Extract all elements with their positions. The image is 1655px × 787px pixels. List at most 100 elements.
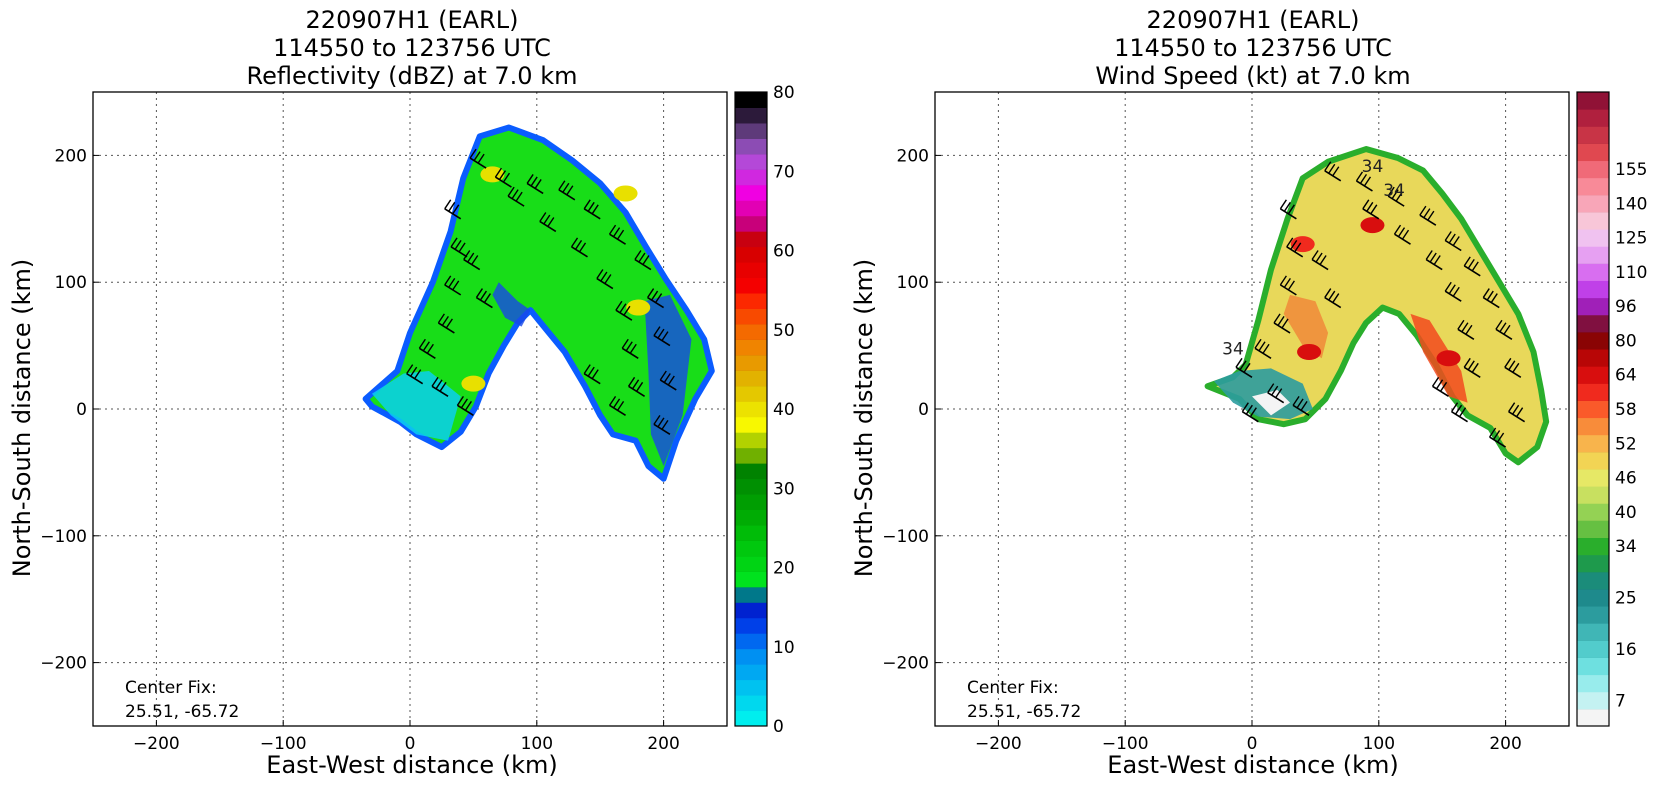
colorbar-bin	[1577, 537, 1609, 556]
colorbar-bin	[735, 153, 767, 170]
wind-barb-flag	[1495, 319, 1503, 330]
colorbar-bin	[1577, 211, 1609, 230]
colorbar-bin	[1577, 434, 1609, 453]
wind-barb-flag	[475, 288, 484, 298]
wind-barb-flag	[600, 271, 608, 282]
wind-barb-flag	[1366, 201, 1374, 212]
wind-barb-flag	[460, 398, 468, 409]
wind-barb-flag	[418, 338, 426, 349]
wind-barb-flag	[1281, 318, 1289, 329]
wind-barb-flag	[612, 398, 621, 409]
colorbar-bin	[1577, 554, 1609, 573]
calm-region	[1252, 389, 1291, 416]
wind-barb-flag	[547, 217, 555, 227]
wind-barb-flag	[406, 364, 414, 375]
wind-barb-flag	[631, 379, 640, 390]
wind-barb-flag	[635, 381, 644, 392]
colorbar-bin	[735, 231, 767, 248]
wind-barb-flag	[653, 414, 661, 425]
left-title-line-1: 220907H1 (EARL)	[306, 6, 519, 34]
wind-barb-flag	[615, 300, 623, 311]
wind-barb-flag	[1241, 402, 1249, 413]
x-tick-label: −200	[133, 734, 180, 754]
wind-barb-flag	[422, 341, 430, 352]
colorbar-bin	[735, 323, 767, 340]
wind-barb-flag	[1482, 288, 1490, 298]
wind-barb-flag	[1503, 324, 1511, 335]
left-y-axis-label: North-South distance (km)	[8, 259, 36, 578]
wind-barb-flag	[1508, 360, 1516, 371]
colorbar-bin	[735, 354, 767, 371]
wind-barb-flag	[638, 252, 646, 263]
wind-barb-flag	[1401, 229, 1410, 240]
wind-barb-flag	[627, 376, 636, 387]
right-center-fix-value: 25.51, -65.72	[967, 702, 1081, 722]
colorbar-label: 10	[773, 638, 795, 658]
wind-barb-flag	[1328, 290, 1336, 301]
wind-barb-flag	[435, 379, 443, 390]
wind-barb-flag	[1267, 383, 1275, 394]
colorbar-bin	[1577, 126, 1609, 144]
y-tick-label: −100	[882, 527, 929, 547]
wind-barb-flag	[570, 237, 579, 248]
x-tick-label: 100	[521, 734, 553, 754]
y-tick-label: 200	[55, 146, 87, 166]
colorbar-bin	[735, 633, 767, 650]
wind-barb-flag	[414, 369, 422, 380]
wind-barb-flag	[1315, 252, 1323, 263]
contour-label: 34	[1383, 181, 1405, 201]
wind-barb-flag	[526, 174, 534, 184]
colorbar-bin	[735, 463, 767, 480]
wind-barb-flag	[562, 182, 570, 193]
colorbar-bin	[735, 478, 767, 495]
left-title-line-3: Reflectivity (dBZ) at 7.0 km	[247, 62, 578, 90]
wind-barb-flag	[452, 204, 460, 215]
wind-barb-flag	[1332, 293, 1340, 303]
wind-barb-flag	[483, 293, 492, 303]
right-y-axis-label: North-South distance (km)	[850, 259, 878, 578]
wind-barb-flag	[612, 227, 621, 238]
x-tick-label: −100	[260, 734, 307, 754]
colorbar-bin	[735, 92, 767, 108]
colorbar-bin	[735, 200, 767, 217]
colorbar-bin	[735, 262, 767, 279]
colorbar-bin	[735, 293, 767, 309]
colorbar-label: 64	[1615, 366, 1637, 386]
colorbar-bin	[735, 339, 767, 356]
colorbar-bin	[1577, 503, 1609, 521]
y-tick-label: 0	[76, 400, 87, 420]
wind-barb-flag	[1294, 242, 1302, 253]
colorbar-bin	[735, 710, 767, 727]
y-tick-label: −100	[40, 527, 87, 547]
wind-barb-flag	[1363, 176, 1372, 187]
wind-barb-flag	[1425, 250, 1433, 260]
wind-barb-flag	[1431, 376, 1440, 387]
wind-barb-flag	[1254, 338, 1262, 349]
wind-barb-flag	[619, 303, 627, 314]
wind-barb-flag	[1439, 381, 1448, 392]
wind-barb-flag	[471, 255, 479, 265]
wind-barb-flag	[583, 199, 591, 210]
wind-barb-flag	[1427, 210, 1435, 221]
wind-barb-flag	[661, 331, 669, 341]
left-center-fix-label: Center Fix:	[125, 678, 217, 698]
storm-feature-band	[1360, 217, 1385, 234]
colorbar-label: 40	[1615, 503, 1637, 523]
wind-barb-flag	[1279, 275, 1287, 286]
colorbar-bin	[735, 246, 767, 263]
y-tick-label: 100	[897, 273, 929, 293]
colorbar-bin	[735, 370, 767, 387]
colorbar-bin	[735, 107, 767, 124]
wind-barb-flag	[448, 277, 456, 288]
wind-barb-flag	[1397, 227, 1406, 238]
x-tick-label: −100	[1102, 734, 1149, 754]
low-reflectivity-region	[371, 370, 461, 441]
colorbar-bin	[1577, 588, 1609, 607]
wind-barb-flag	[1239, 360, 1247, 371]
colorbar-label: 110	[1615, 263, 1647, 283]
wind-barb-flag	[1461, 322, 1469, 333]
wind-barb-flag	[1362, 199, 1370, 210]
wind-barb-flag	[1504, 357, 1512, 368]
wind-speed-panel: 220907H1 (EARL) 114550 to 123756 UTC Win…	[850, 6, 1647, 779]
wind-barb-flag	[1370, 204, 1378, 215]
